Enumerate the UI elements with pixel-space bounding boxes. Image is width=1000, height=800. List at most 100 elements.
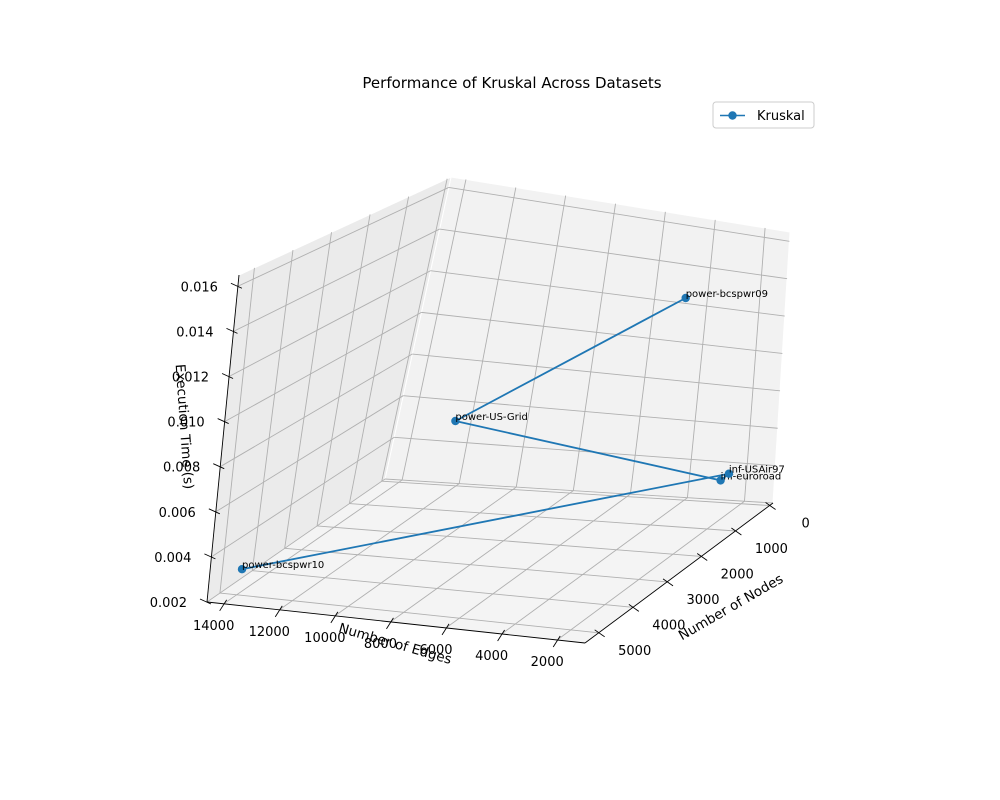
axis-group: 0100020003000400050002000400060008000100… [150,274,810,670]
grid-line-y-wall [515,195,567,488]
series-group: power-bcspwr09 power-US-Grid inf-euroroadi… [237,289,785,574]
back-pane-right [384,176,791,504]
y-tick-label: 12000 [249,625,290,640]
point-label: power-US-Grid [455,412,528,423]
grid-line-x-wall [251,249,294,571]
point-label: inf-USAir97 [729,465,785,476]
legend: Kruskal [712,101,815,129]
legend-frame [712,101,815,129]
z-tick-label: 0.004 [154,551,191,566]
grid-line-z-left [224,311,422,422]
x-tick [628,603,640,612]
legend-marker [728,111,737,120]
grid-line-z-left [228,270,431,377]
grid-line-y-floor [390,490,574,623]
z-tick-label: 0.010 [167,416,204,431]
grid-line-z-left [206,478,386,603]
y-tick-label: 8000 [364,637,397,652]
grid-line-z-right [403,395,778,429]
y-tick [441,623,450,636]
grid-line-y-wall [458,187,517,484]
y-tick [386,617,394,630]
z-tick [230,282,243,289]
grid-line-z-right [439,228,788,280]
grid-line-z-right [448,186,790,242]
grid-line-x-wall [348,196,410,504]
data-point [451,416,460,426]
y-tick-label: 10000 [304,631,345,646]
data-point [716,476,725,485]
x-tick-label: 5000 [618,644,651,659]
z-tick [199,598,212,605]
x-tick-label: 3000 [686,593,719,608]
grid-line-z-left [215,395,404,513]
grid-line-x-floor [349,503,736,532]
grid-line-x-floor [381,480,770,506]
z-tick-label: 0.016 [181,280,218,295]
grid-line-x-wall [219,267,255,594]
grid-line-y-floor [334,486,517,617]
grid-line-y-floor [445,493,631,629]
grid-line-y-wall [744,227,766,502]
grid-line-z-right [430,270,785,317]
y-tick [274,605,283,618]
grid-line-x-floor [252,570,633,608]
grid-line-z-left [233,228,440,332]
z-axis-line [206,274,240,603]
grid-line-y-wall [629,211,666,495]
grid-line-x-floor [284,547,668,583]
grid-line-x-wall [284,232,332,549]
grid-line-z-right [421,311,783,354]
z-tick [208,508,221,515]
y-tick-label: 14000 [193,619,234,634]
grid-line-z-right [412,353,781,392]
x-tick [594,629,605,638]
y-axis-line [206,601,586,644]
data-point [237,565,247,574]
grid-line-y-wall [686,219,716,498]
grid-lines [206,178,790,641]
y-tick-label: 4000 [475,649,508,664]
grid-line-x-floor [317,525,702,557]
grid-line-z-right [384,478,774,504]
grid-line-x-wall [316,214,371,527]
y-tick [219,599,228,612]
grid-line-y-wall [401,179,467,481]
x-tick-label: 1000 [755,542,788,557]
grid-line-y-floor [556,500,745,641]
z-tick [213,463,225,470]
x-tick [662,578,674,587]
point-label: power-bcspwr10 [242,560,324,571]
data-point [724,469,734,478]
x-tick [765,502,776,510]
grid-line-z-right [394,436,776,467]
z-tick [217,418,229,424]
grid-line-z-left [220,353,413,468]
chart-title: Performance of Kruskal Across Datasets [362,74,661,92]
grid-line-x-wall [381,178,448,482]
x-tick-label: 2000 [721,567,754,582]
z-tick [204,553,216,560]
grid-line-z-left [211,436,395,558]
point-label: power-bcspwr09 [686,289,768,300]
z-tick-label: 0.008 [163,461,200,476]
x-tick [696,553,708,561]
x-tick [731,527,742,536]
y-tick [330,611,339,624]
x-axis-line [584,502,774,644]
y-tick [552,635,561,648]
y-tick-label: 2000 [531,655,564,670]
grid-line-y-floor [279,483,460,611]
z-tick-label: 0.002 [150,596,187,611]
x-tick-label: 0 [801,517,809,532]
grid-line-z-left [237,187,449,287]
grid-line-y-floor [501,497,688,635]
grid-line-y-floor [223,479,403,605]
z-tick [221,373,234,379]
z-tick-label: 0.012 [172,370,209,385]
point-label: inf-euroroad [721,471,782,482]
grid-line-x-floor [219,592,599,634]
z-tick-label: 0.014 [176,325,213,340]
axes-panes [205,176,791,644]
